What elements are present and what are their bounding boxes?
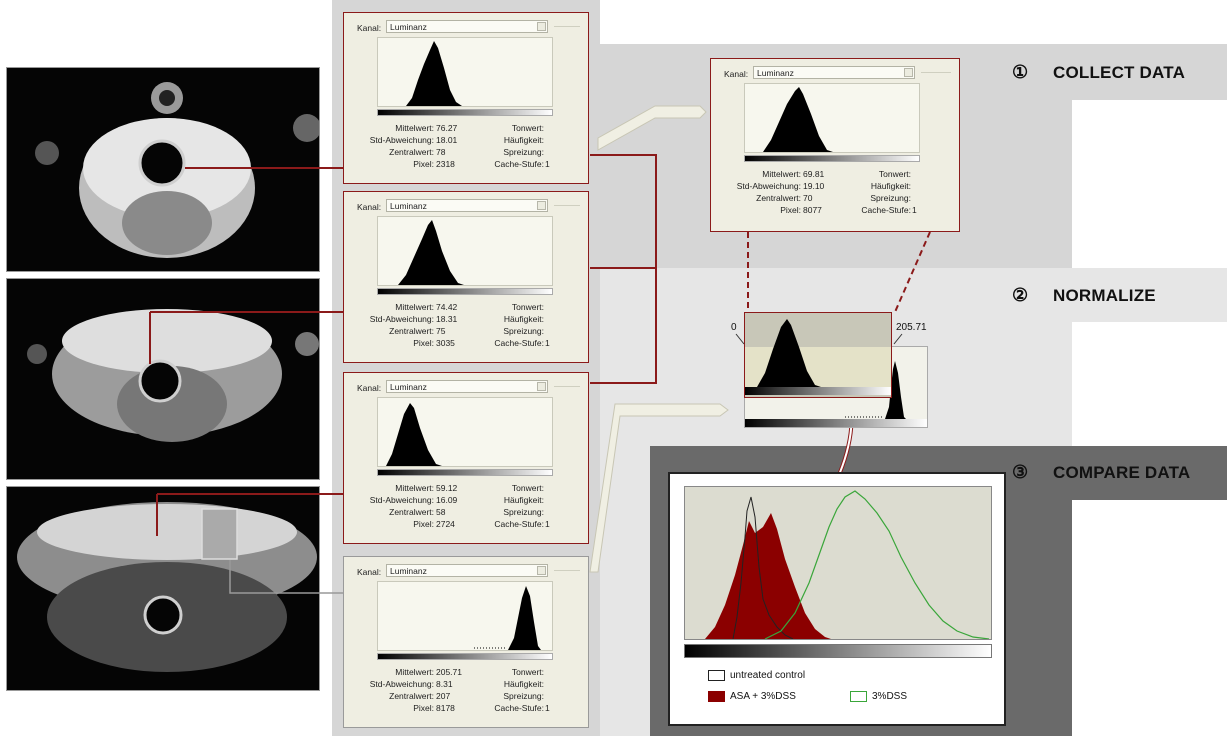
dropdown-arrow-icon bbox=[904, 68, 913, 77]
pixel-count: 8077 bbox=[803, 205, 822, 215]
histogram-panel-2: Kanal: Luminanz Mittelwert: 74.42 Tonwert:… bbox=[343, 191, 589, 363]
mri-slice-3 bbox=[6, 486, 320, 691]
dropdown-arrow-icon bbox=[537, 566, 546, 575]
legend-asa-dss: ASA + 3%DSS bbox=[708, 691, 796, 702]
compare-plot bbox=[684, 486, 992, 640]
mean-value: 74.42 bbox=[436, 302, 458, 312]
mri-slice-3-drawing bbox=[17, 502, 317, 672]
channel-label: Kanal: bbox=[357, 202, 382, 212]
median-value: 58 bbox=[436, 507, 446, 517]
normalize-reference-shape bbox=[745, 361, 927, 427]
median-value: 78 bbox=[436, 147, 446, 157]
compare-notch bbox=[1072, 500, 1227, 736]
channel-label: Kanal: bbox=[357, 23, 382, 33]
legend-swatch-dss bbox=[850, 691, 867, 702]
histogram-plot bbox=[377, 37, 553, 107]
step-1-header: ① COLLECT DATA bbox=[1012, 62, 1185, 83]
compare-chart: untreated control ASA + 3%DSS 3%DSS bbox=[668, 472, 1006, 726]
luminance-gradient-bar bbox=[377, 469, 553, 476]
histogram-panel-reference: Kanal: Luminanz Mittelwert: 205.71 Tonwert… bbox=[343, 556, 589, 728]
luminance-gradient-bar bbox=[377, 109, 553, 116]
channel-label: Kanal: bbox=[357, 383, 382, 393]
histogram-shape bbox=[406, 41, 462, 106]
pixel-count: 2318 bbox=[436, 159, 455, 169]
step-3-title: COMPARE DATA bbox=[1052, 463, 1191, 482]
std-value: 18.01 bbox=[436, 135, 458, 145]
median-value: 207 bbox=[436, 691, 451, 701]
histogram-shape bbox=[398, 220, 464, 285]
channel-select[interactable]: Luminanz bbox=[386, 199, 548, 212]
histogram-plot bbox=[377, 581, 553, 651]
histogram-shape bbox=[474, 586, 541, 650]
step-1-title: COLLECT DATA bbox=[1052, 63, 1186, 82]
mean-value: 59.12 bbox=[436, 483, 458, 493]
normalize-ticks bbox=[735, 333, 903, 345]
histogram-shape bbox=[386, 403, 442, 466]
normalize-sample-histogram bbox=[744, 312, 892, 398]
step-3-number: ③ bbox=[1012, 462, 1029, 482]
std-value: 19.10 bbox=[803, 181, 825, 191]
normalize-max-label: 205.71 bbox=[896, 322, 927, 333]
compare-gradient-bar bbox=[684, 644, 992, 658]
step-2-number: ② bbox=[1012, 285, 1029, 305]
normalize-min-label: 0 bbox=[731, 322, 737, 333]
pixel-count: 2724 bbox=[436, 519, 455, 529]
histogram-stats: Mittelwert: 76.27 Tonwert: Std-Abweichung:… bbox=[369, 123, 550, 169]
mean-value: 205.71 bbox=[436, 667, 462, 677]
normalize-notch bbox=[1072, 322, 1227, 446]
mean-value: 76.27 bbox=[436, 123, 458, 133]
channel-select[interactable]: Luminanz bbox=[386, 380, 548, 393]
histogram-stats: Mittelwert: 205.71 Tonwert: Std-Abweichung… bbox=[369, 667, 550, 713]
histogram-plot bbox=[377, 397, 553, 467]
dropdown-arrow-icon bbox=[537, 22, 546, 31]
legend-untreated-control: untreated control bbox=[708, 670, 805, 681]
step-2-header: ② NORMALIZE bbox=[1012, 285, 1156, 306]
std-value: 16.09 bbox=[436, 495, 458, 505]
channel-select[interactable]: Luminanz bbox=[386, 564, 548, 577]
luminance-gradient-bar bbox=[377, 288, 553, 295]
median-value: 70 bbox=[803, 193, 813, 203]
histogram-panel-1: Kanal: Luminanz Mittelwert: 76.27 Tonwert:… bbox=[343, 12, 589, 184]
histogram-panel-3: Kanal: Luminanz Mittelwert: 59.12 Tonwert:… bbox=[343, 372, 589, 544]
mean-value: 69.81 bbox=[803, 169, 825, 179]
median-value: 75 bbox=[436, 326, 446, 336]
channel-select[interactable]: Luminanz bbox=[386, 20, 548, 33]
mri-slice-1 bbox=[6, 67, 321, 272]
mri-slice-2-drawing bbox=[27, 309, 319, 442]
histogram-stats: Mittelwert: 74.42 Tonwert: Std-Abweichung:… bbox=[369, 302, 550, 348]
pixel-count: 8178 bbox=[436, 703, 455, 713]
std-value: 18.31 bbox=[436, 314, 458, 324]
channel-select[interactable]: Luminanz bbox=[753, 66, 915, 79]
legend-swatch-untreated bbox=[708, 670, 725, 681]
luminance-gradient-bar bbox=[744, 155, 920, 162]
pixel-count: 3035 bbox=[436, 338, 455, 348]
histogram-plot bbox=[377, 216, 553, 286]
legend-swatch-asa bbox=[708, 691, 725, 702]
legend-dss: 3%DSS bbox=[850, 691, 907, 702]
step-2-title: NORMALIZE bbox=[1052, 286, 1156, 305]
channel-label: Kanal: bbox=[357, 567, 382, 577]
histogram-shape bbox=[763, 87, 833, 152]
histogram-plot bbox=[744, 83, 920, 153]
compare-histograms bbox=[705, 490, 990, 640]
normalize-sample-shape bbox=[745, 319, 891, 395]
dropdown-arrow-icon bbox=[537, 382, 546, 391]
std-value: 8.31 bbox=[436, 679, 453, 689]
histogram-stats: Mittelwert: 69.81 Tonwert: Std-Abweichung:… bbox=[736, 169, 917, 215]
mri-slice-1-drawing bbox=[35, 82, 321, 258]
histogram-panel-combined: Kanal: Luminanz Mittelwert: 69.81 Tonwert:… bbox=[710, 58, 960, 232]
dropdown-arrow-icon bbox=[537, 201, 546, 210]
collect-notch bbox=[1072, 100, 1227, 268]
step-3-header: ③ COMPARE DATA bbox=[1012, 462, 1190, 483]
luminance-gradient-bar bbox=[377, 653, 553, 660]
histogram-stats: Mittelwert: 59.12 Tonwert: Std-Abweichung:… bbox=[369, 483, 550, 529]
step-1-number: ① bbox=[1012, 62, 1029, 82]
channel-label: Kanal: bbox=[724, 69, 749, 79]
